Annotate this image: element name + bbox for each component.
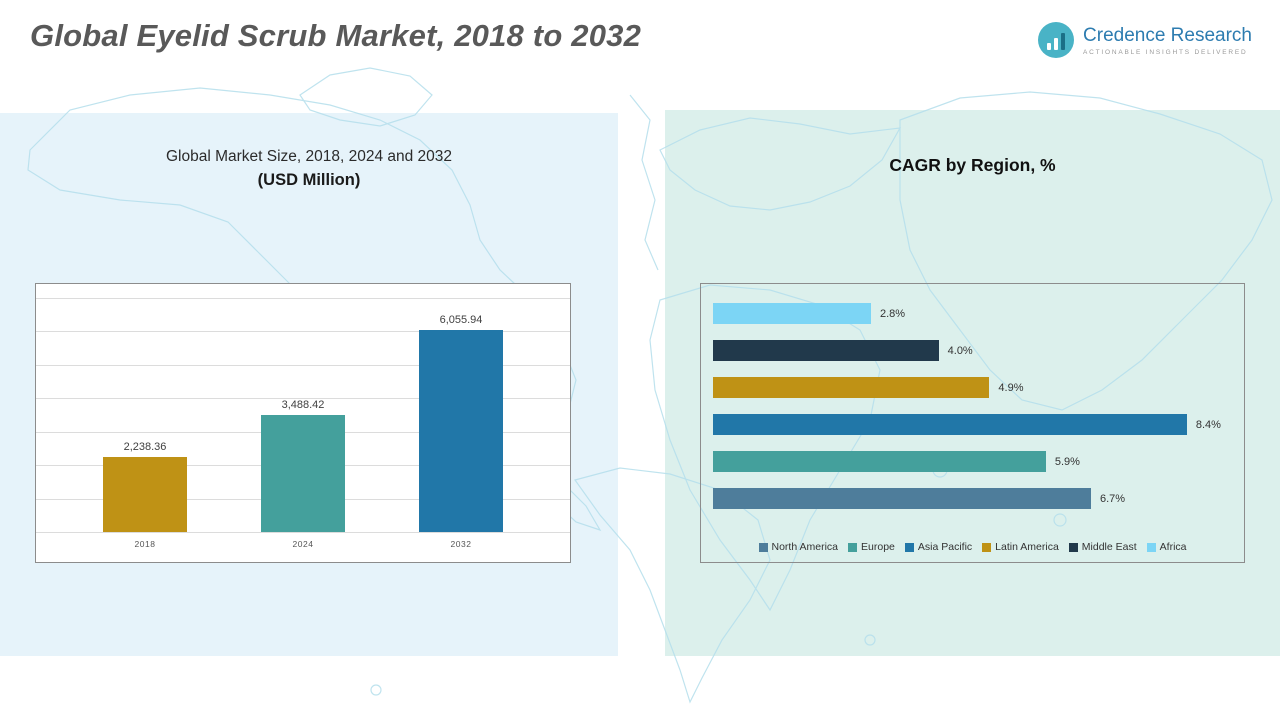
legend-label: Latin America [995,541,1059,553]
legend-label: Middle East [1081,541,1137,553]
bar-group-2032: 6,055.94 2032 [419,298,503,549]
market-size-title-line2: (USD Million) [257,171,361,189]
bar-asia-pacific [713,414,1187,435]
bar-north-america [713,488,1091,509]
logo: Credence Research Actionable Insights De… [1038,22,1252,58]
legend-swatch [904,542,914,552]
bar-category-label: 2032 [450,539,472,549]
legend-item-middle-east: Middle East [1068,541,1137,553]
legend-swatch [1146,542,1156,552]
market-size-bars: 2,238.36 2018 3,488.42 2024 6,055.94 2032 [66,298,540,549]
legend-label: North America [771,541,839,553]
bar-chart-logo-icon [1038,22,1075,58]
header: Global Eyelid Scrub Market, 2018 to 2032… [30,18,1252,58]
bar-value-label: 8.4% [1195,418,1221,431]
legend-label: Europe [861,541,895,553]
bar-value-label: 4.9% [998,381,1024,394]
bar-latin-america [713,377,990,398]
bar-value-label: 2,238.36 [123,441,167,454]
legend-item-north-america: North America [758,541,839,553]
cagr-chart-title: CAGR by Region, % [889,155,1056,175]
market-size-title-line1: Global Market Size, 2018, 2024 and 2032 [165,148,453,165]
legend-swatch [982,542,992,552]
legend-swatch [758,542,768,552]
logo-text: Credence Research Actionable Insights De… [1083,25,1252,56]
legend-label: Asia Pacific [917,541,973,553]
bar-category-label: 2018 [134,539,156,549]
gridline [36,532,570,533]
bar-group-2018: 2,238.36 2018 [103,298,187,549]
cagr-bars: 2.8% 4.0% 4.9% 8.4% 5.9% 6.7% [713,303,1232,525]
bar-europe [713,451,1046,472]
legend-item-africa: Africa [1146,541,1187,553]
bar-value-label: 6.7% [1099,492,1126,505]
bar-group-2024: 3,488.42 2024 [261,298,345,549]
legend-swatch [1068,542,1078,552]
market-size-chart: 2,238.36 2018 3,488.42 2024 6,055.94 2032 [35,283,571,563]
bar-2018 [103,457,187,532]
legend-item-latin-america: Latin America [982,541,1059,553]
legend-item-asia-pacific: Asia Pacific [904,541,973,553]
bar-africa [713,303,871,324]
bar-value-label: 3,488.42 [281,399,325,412]
logo-name: Credence Research [1083,24,1252,46]
bar-2024 [261,415,345,532]
cagr-row-north-america: 6.7% [713,488,1232,509]
legend-swatch [848,542,858,552]
bar-2032 [419,329,503,532]
market-size-chart-title: Global Market Size, 2018, 2024 and 2032 … [0,148,618,190]
cagr-chart: 2.8% 4.0% 4.9% 8.4% 5.9% 6.7% North America Eu… [700,283,1245,563]
cagr-row-africa: 2.8% [713,303,1232,324]
legend-label: Africa [1159,541,1187,553]
bar-value-label: 2.8% [879,307,906,320]
cagr-legend: North America Europe Asia Pacific Latin Ame… [701,541,1244,553]
cagr-row-asia-pacific: 8.4% [713,414,1232,435]
cagr-row-latin-america: 4.9% [713,377,1232,398]
bar-value-label: 6,055.94 [439,313,483,326]
page-title: Global Eyelid Scrub Market, 2018 to 2032 [30,18,642,53]
bar-value-label: 5.9% [1054,455,1080,468]
bar-value-label: 4.0% [947,344,973,357]
bar-category-label: 2024 [292,539,314,549]
logo-tagline: Actionable Insights Delivered [1083,48,1248,56]
bar-middle-east [713,340,939,361]
cagr-row-middle-east: 4.0% [713,340,1232,361]
legend-item-europe: Europe [848,541,895,553]
cagr-row-europe: 5.9% [713,451,1232,472]
